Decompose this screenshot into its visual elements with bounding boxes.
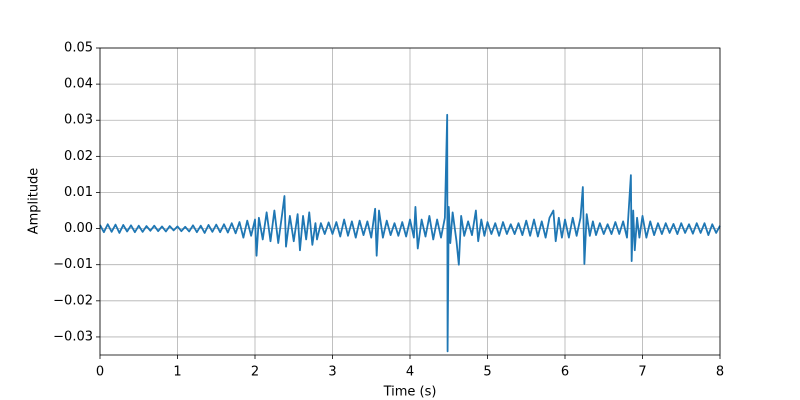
y-tick-label: 0.01 [64, 185, 93, 200]
y-tick-label: 0.00 [64, 221, 93, 236]
x-tick-label: 5 [483, 365, 491, 380]
y-tick-label: −0.01 [53, 257, 93, 272]
y-tick-label: 0.05 [64, 41, 93, 56]
waveform-line [99, 113, 721, 353]
y-tick-label: 0.04 [64, 77, 93, 92]
y-tick-label: −0.02 [53, 293, 93, 308]
x-tick-label: 1 [173, 365, 181, 380]
x-tick-label: 7 [638, 365, 646, 380]
x-axis-label: Time (s) [383, 385, 437, 400]
x-tick-label: 2 [251, 365, 259, 380]
x-tick-label: 3 [328, 365, 336, 380]
x-tick-label: 4 [406, 365, 414, 380]
x-tick-label: 6 [561, 365, 569, 380]
y-tick-label: 0.02 [64, 149, 93, 164]
y-tick-label: 0.03 [64, 113, 93, 128]
x-tick-label: 0 [96, 365, 104, 380]
x-tick-label: 8 [716, 365, 724, 380]
plot-frame [99, 47, 721, 356]
y-tick-label: −0.03 [53, 329, 93, 344]
y-axis-label: Amplitude [27, 168, 42, 235]
